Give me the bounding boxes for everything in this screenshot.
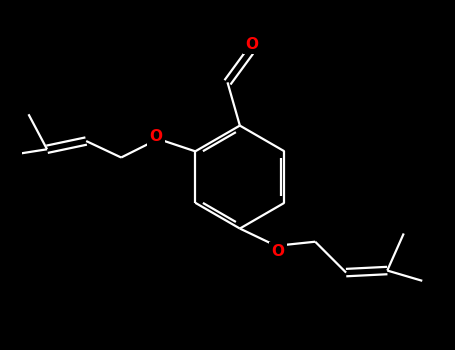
Text: O: O	[272, 245, 285, 259]
Text: O: O	[246, 36, 259, 51]
Text: O: O	[150, 130, 162, 145]
